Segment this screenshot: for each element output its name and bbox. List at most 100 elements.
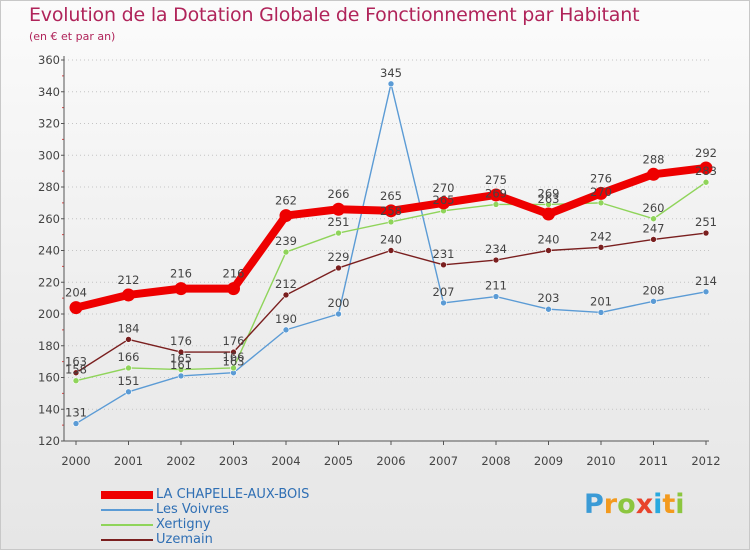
- data-point-uzemain: [545, 247, 552, 254]
- data-point-uzemain: [125, 336, 132, 343]
- data-point-les-voivres: [125, 388, 132, 396]
- data-label-xertigny: 283: [695, 164, 717, 178]
- legend-label-les-voivres: Les Voivres: [156, 502, 229, 517]
- data-point-xertigny: [650, 215, 657, 223]
- data-label-xertigny: 265: [433, 193, 455, 207]
- x-tick-label: 2009: [534, 454, 563, 468]
- data-label-xertigny: 239: [275, 234, 297, 248]
- data-point-xertigny: [72, 377, 80, 384]
- data-label-uzemain: 234: [485, 242, 507, 256]
- data-point-uzemain: [492, 256, 500, 264]
- data-point-les-voivres: [597, 309, 605, 316]
- data-point-xertigny: [125, 364, 132, 372]
- data-point-la-chapelle-aux-bois: [69, 301, 83, 315]
- data-label-les-voivres: 190: [275, 312, 297, 326]
- x-tick-label: 2003: [219, 454, 248, 468]
- data-point-uzemain: [387, 247, 395, 254]
- y-tick-label: 220: [38, 275, 60, 289]
- x-tick-label: 2011: [639, 454, 668, 468]
- x-tick-label: 2007: [429, 454, 458, 468]
- data-label-les-voivres: 207: [433, 285, 455, 299]
- y-tick-label: 280: [38, 180, 60, 194]
- data-point-xertigny: [177, 366, 185, 373]
- data-point-la-chapelle-aux-bois: [594, 186, 608, 200]
- x-tick-label: 2012: [691, 454, 720, 468]
- data-label-xertigny: 166: [223, 350, 245, 364]
- y-tick-label: 300: [38, 148, 60, 162]
- data-label-xertigny: 165: [170, 352, 192, 366]
- data-label-la-chapelle-aux-bois: 270: [433, 181, 455, 195]
- data-point-xertigny: [230, 364, 237, 372]
- data-label-uzemain: 240: [538, 233, 560, 247]
- data-point-les-voivres: [702, 288, 710, 296]
- data-label-les-voivres: 163: [223, 355, 245, 369]
- y-tick-label: 240: [38, 244, 60, 258]
- data-point-uzemain: [702, 229, 710, 237]
- data-label-les-voivres: 208: [643, 283, 665, 297]
- data-point-la-chapelle-aux-bois: [332, 202, 345, 216]
- data-point-xertigny: [702, 178, 710, 186]
- data-label-les-voivres: 203: [538, 291, 560, 305]
- y-tick-label: 320: [38, 117, 60, 131]
- x-tick-label: 2005: [324, 454, 353, 468]
- x-tick-label: 2002: [166, 454, 195, 468]
- y-tick-label: 180: [38, 339, 60, 353]
- data-point-les-voivres: [440, 299, 447, 307]
- data-point-les-voivres: [545, 305, 552, 313]
- legend-swatch-uzemain: [101, 538, 153, 541]
- y-tick-label: 340: [38, 85, 60, 99]
- data-label-la-chapelle-aux-bois: 216: [223, 267, 245, 281]
- data-label-la-chapelle-aux-bois: 262: [275, 194, 297, 208]
- data-label-xertigny: 258: [380, 204, 402, 218]
- data-point-les-voivres: [72, 420, 80, 427]
- data-point-les-voivres: [387, 80, 395, 88]
- legend-swatch-xertigny: [101, 523, 153, 526]
- data-label-la-chapelle-aux-bois: 204: [65, 286, 87, 300]
- data-label-uzemain: 176: [223, 334, 245, 348]
- x-tick-label: 2006: [376, 454, 405, 468]
- y-tick-label: 200: [38, 307, 60, 321]
- data-point-la-chapelle-aux-bois: [279, 209, 293, 223]
- chart-title: Evolution de la Dotation Globale de Fonc…: [29, 4, 640, 26]
- data-label-uzemain: 176: [170, 334, 192, 348]
- data-point-uzemain: [335, 264, 342, 272]
- data-point-les-voivres: [335, 310, 342, 318]
- data-point-uzemain: [597, 244, 605, 251]
- data-label-les-voivres: 161: [170, 358, 192, 372]
- data-label-uzemain: 251: [695, 215, 717, 229]
- y-tick-label: 360: [38, 53, 60, 67]
- data-label-les-voivres: 200: [328, 296, 350, 310]
- data-label-les-voivres: 214: [695, 274, 717, 288]
- data-point-la-chapelle-aux-bois: [699, 161, 713, 175]
- data-label-la-chapelle-aux-bois: 292: [695, 146, 717, 160]
- y-tick-label: 140: [38, 402, 60, 416]
- data-label-xertigny: 166: [118, 350, 140, 364]
- data-point-xertigny: [387, 218, 395, 226]
- data-point-uzemain: [650, 236, 657, 243]
- data-label-les-voivres: 345: [380, 66, 402, 80]
- data-label-la-chapelle-aux-bois: 275: [485, 173, 507, 187]
- data-label-les-voivres: 151: [118, 374, 140, 388]
- data-point-les-voivres: [492, 293, 500, 300]
- data-label-la-chapelle-aux-bois: 288: [643, 152, 665, 166]
- data-label-xertigny: 269: [538, 186, 560, 200]
- data-point-la-chapelle-aux-bois: [122, 288, 135, 302]
- data-label-xertigny: 158: [65, 363, 87, 377]
- data-label-la-chapelle-aux-bois: 263: [538, 192, 560, 206]
- data-label-uzemain: 184: [118, 321, 140, 335]
- data-label-uzemain: 240: [380, 233, 402, 247]
- data-label-les-voivres: 201: [590, 294, 612, 308]
- x-tick-label: 2008: [481, 454, 510, 468]
- data-label-la-chapelle-aux-bois: 216: [170, 267, 192, 281]
- x-tick-label: 2004: [271, 454, 300, 468]
- legend-label-xertigny: Xertigny: [156, 517, 211, 532]
- data-point-xertigny: [492, 201, 500, 208]
- data-point-la-chapelle-aux-bois: [542, 207, 555, 221]
- data-point-la-chapelle-aux-bois: [174, 282, 188, 296]
- x-tick-label: 2010: [586, 454, 615, 468]
- chart-subtitle: (en € et par an): [29, 30, 116, 43]
- data-point-xertigny: [545, 201, 552, 208]
- data-point-uzemain: [230, 348, 237, 356]
